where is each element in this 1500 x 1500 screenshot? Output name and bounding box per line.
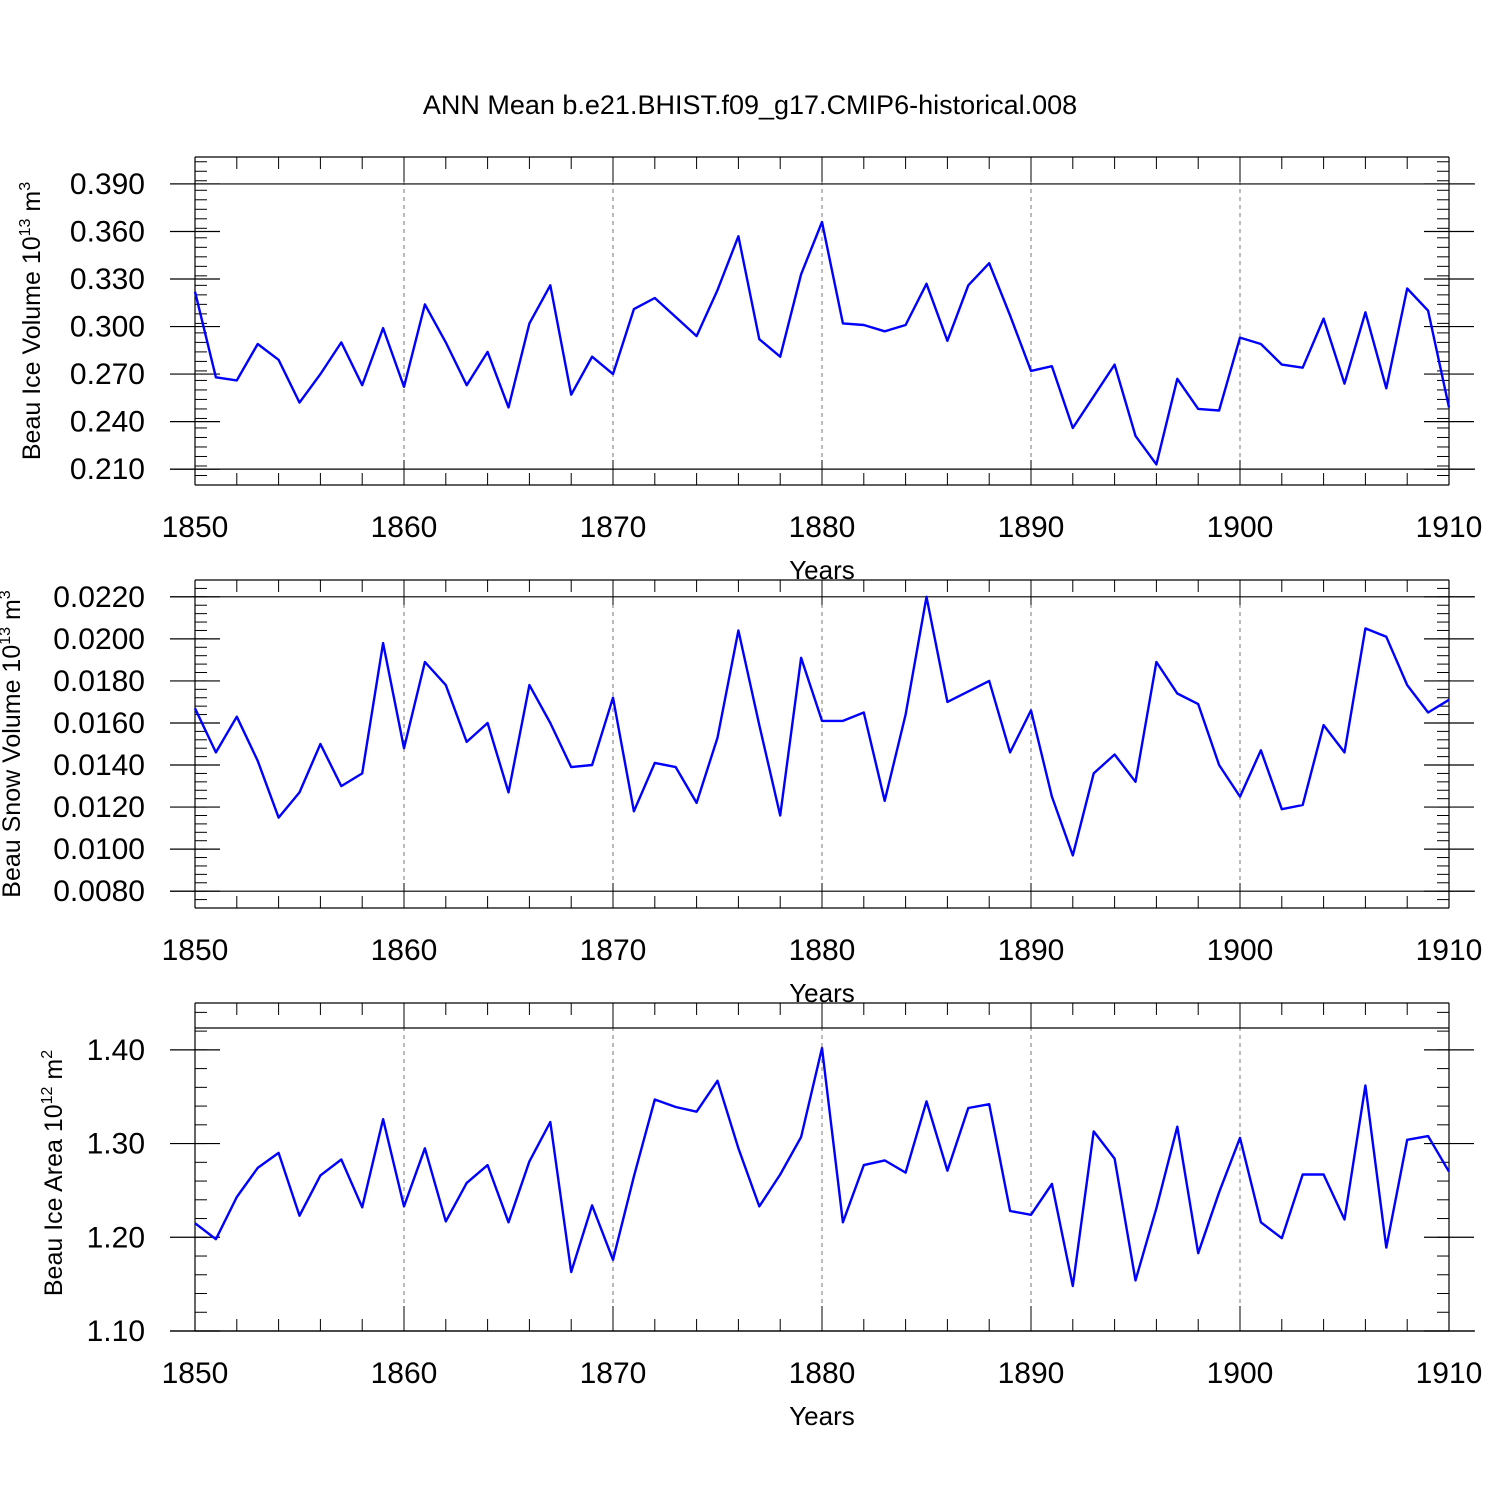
x-tick-label: 1900 — [1207, 934, 1274, 967]
y-tick-label: 1.30 — [87, 1128, 145, 1161]
chart-panel-2: 0.0080 0.0100 0.0120 0.0140 0.0160 0.0180 0.02… — [0, 579, 1483, 1008]
y-tick-label: 0.0140 — [53, 749, 145, 782]
y-tick-label: 0.0120 — [53, 791, 145, 824]
y-tick-label: 0.0220 — [53, 581, 145, 614]
y-tick-label: 0.0080 — [53, 875, 145, 908]
x-tick-label: 1880 — [789, 1357, 856, 1390]
y-tick-label: 0.210 — [70, 453, 145, 486]
y-axis-label: Beau Ice Volume 1013 m3 — [17, 182, 46, 460]
y-axis-label: Beau Snow Volume 1013 m3 — [0, 590, 26, 898]
y-tick-label: 0.0180 — [53, 665, 145, 698]
x-tick-label: 1850 — [162, 1357, 229, 1390]
x-tick-label: 1870 — [580, 1357, 647, 1390]
x-axis-label: Years — [789, 1401, 855, 1431]
x-tick-label: 1880 — [789, 511, 856, 544]
x-tick-label: 1850 — [162, 511, 229, 544]
series-line — [193, 220, 1451, 466]
y-tick-label: 1.20 — [87, 1221, 145, 1254]
figure-title: ANN Mean b.e21.BHIST.f09_g17.CMIP6-histo… — [422, 90, 1078, 120]
x-tick-label: 1890 — [998, 1357, 1065, 1390]
y-tick-label: 1.40 — [87, 1034, 145, 1067]
x-tick-label: 1870 — [580, 934, 647, 967]
y-tick-label: 0.390 — [70, 168, 145, 201]
y-tick-label: 0.270 — [70, 358, 145, 391]
x-tick-label: 1910 — [1416, 934, 1483, 967]
y-tick-label: 0.0200 — [53, 623, 145, 656]
chart-panel-3: 1.10 1.20 1.30 1.40 1850 1860 1870 1880 1890 1900… — [39, 1002, 1483, 1431]
y-tick-label: 0.360 — [70, 215, 145, 248]
y-tick-label: 0.330 — [70, 263, 145, 296]
y-axis-label: Beau Ice Area 1012 m2 — [39, 1050, 68, 1296]
x-tick-label: 1860 — [371, 934, 438, 967]
y-tick-label: 0.300 — [70, 311, 145, 344]
x-tick-label: 1860 — [371, 511, 438, 544]
x-tick-label: 1910 — [1416, 1357, 1483, 1390]
y-tick-label: 1.10 — [87, 1315, 145, 1348]
x-tick-label: 1900 — [1207, 1357, 1274, 1390]
y-tick-label: 0.0160 — [53, 707, 145, 740]
series-line — [193, 595, 1450, 857]
x-tick-label: 1890 — [998, 934, 1065, 967]
x-tick-label: 1910 — [1416, 511, 1483, 544]
y-tick-label: 0.0100 — [53, 833, 145, 866]
chart-panel-1: 0.210 0.240 0.270 0.300 0.330 0.360 0.390 1850 1… — [17, 156, 1483, 585]
x-tick-label: 1870 — [580, 511, 647, 544]
series-line — [194, 1046, 1451, 1288]
y-tick-label: 0.240 — [70, 406, 145, 439]
x-tick-label: 1880 — [789, 934, 856, 967]
x-tick-label: 1850 — [162, 934, 229, 967]
x-tick-label: 1890 — [998, 511, 1065, 544]
x-tick-label: 1860 — [371, 1357, 438, 1390]
x-tick-label: 1900 — [1207, 511, 1274, 544]
